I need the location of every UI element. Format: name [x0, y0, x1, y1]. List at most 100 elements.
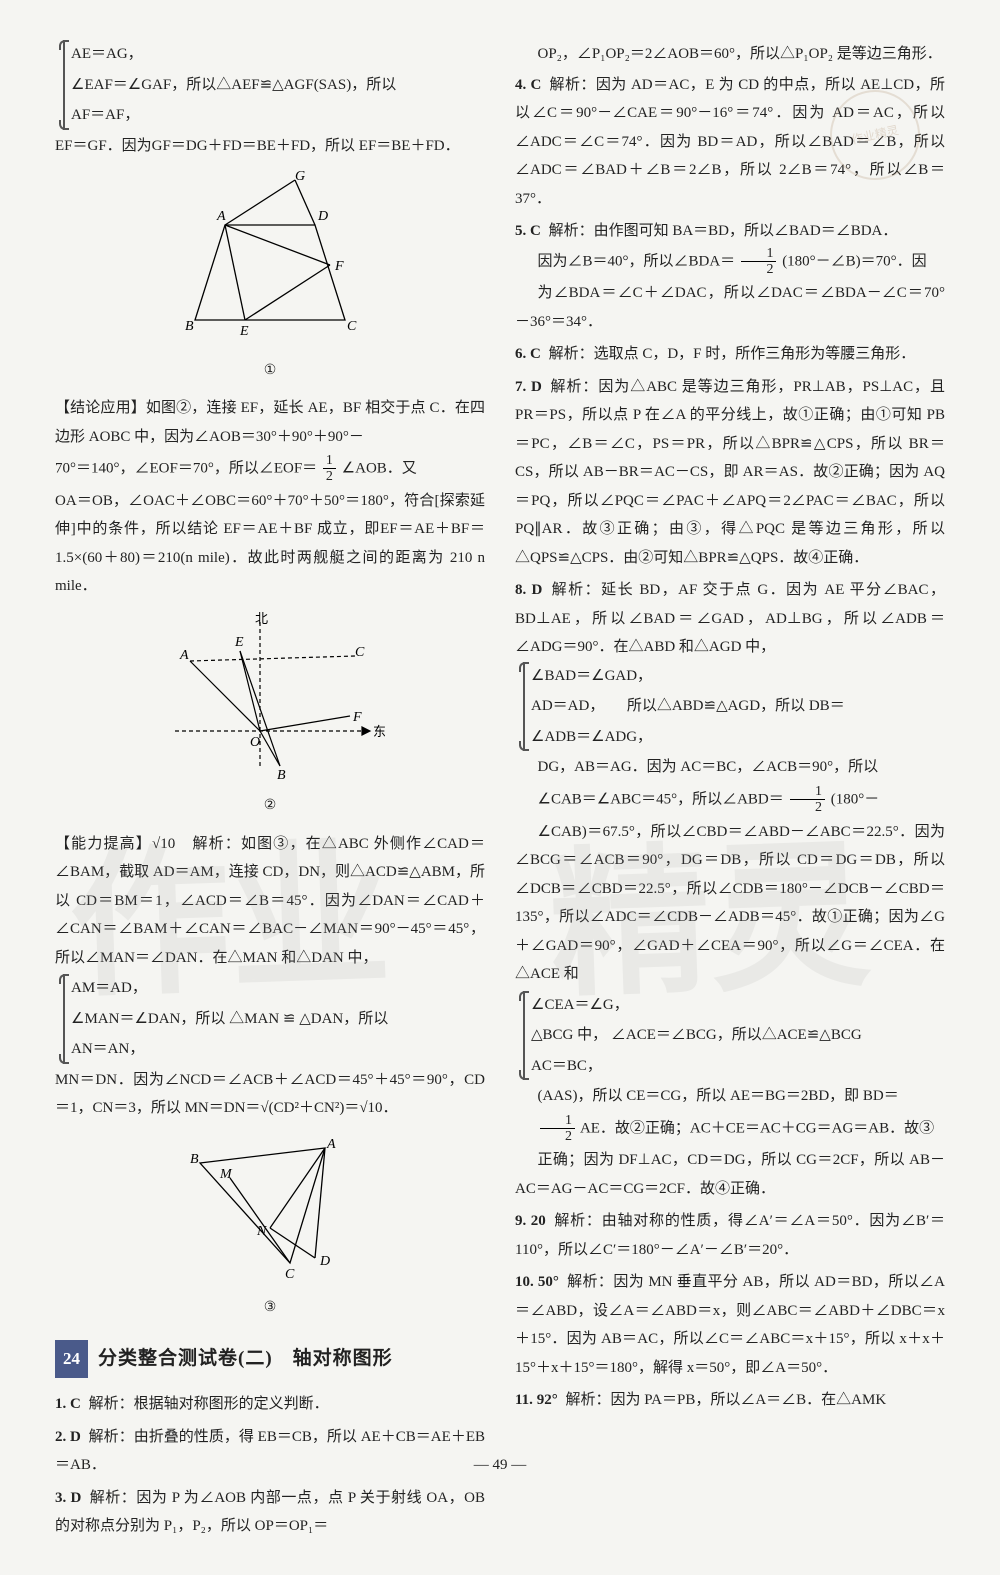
item-line: 12 AE．故②正确；AC＋CE＝AC＋CG＝AG＝AB．故③ [515, 1113, 945, 1145]
answer-item-10: 10. 50° 解析：因为 MN 垂直平分 AB，所以 AD＝BD，所以∠A＝∠… [515, 1268, 945, 1382]
answer-item-7: 7. D 解析：因为△ABC 是等边三角形，PR⊥AB，PS⊥AC，且 PR＝P… [515, 373, 945, 573]
item-text: 解析：延长 BD，AF 交于点 G．因为 AE 平分∠BAC，BD⊥AE，所以∠… [515, 582, 945, 655]
answer-item-6: 6. C 解析：选取点 C，D，F 时，所作三角形为等腰三角形． [515, 340, 945, 369]
item-number: 7. [515, 379, 526, 395]
svg-text:A: A [326, 1137, 336, 1152]
eq-line: AM＝AD， [71, 974, 485, 1003]
svg-text:F: F [334, 259, 344, 274]
item-answer: C [70, 1396, 81, 1412]
item-number: 10. [515, 1274, 534, 1290]
figure-3-label: ③ [55, 1295, 485, 1322]
text: (180°－ [831, 791, 880, 807]
svg-text:B: B [190, 1152, 199, 1167]
fraction-half: 12 [741, 246, 777, 278]
figure-2-svg: 北 东 AE CF OB [155, 611, 385, 781]
text: 因为∠B＝40°，所以∠BDA＝ [538, 253, 736, 269]
item-number: 2. [55, 1429, 66, 1445]
item-line: 因为∠B＝40°，所以∠BDA＝ 12 (180°－∠B)＝70°．因 [515, 246, 945, 278]
eq-line: AN＝AN， [71, 1035, 485, 1064]
paragraph: OA＝OB，∠OAC＋∠OBC＝60°＋70°＋50°＝180°，符合[探索延伸… [55, 487, 485, 601]
paragraph: 70°＝140°，∠EOF＝70°，所以∠EOF＝ 12 ∠AOB．又 [55, 453, 485, 485]
item-answer: 20 [531, 1213, 546, 1229]
brace-group-2: AM＝AD， ∠MAN＝∠DAN，所以 △MAN ≌ △DAN，所以 AN＝AN… [63, 974, 485, 1064]
eq-line: AD＝AD， 所以△ABD≌△AGD，所以 DB＝ [531, 692, 945, 721]
right-column: OP₂，∠P₁OP₂＝2∠AOB＝60°，所以△P₁OP₂ 是等边三角形． 4.… [515, 40, 945, 1545]
eq-line: AC＝BC， [531, 1052, 945, 1081]
eq-line: ∠EAF＝∠GAF，所以△AEF≌△AGF(SAS)，所以 [71, 71, 485, 100]
svg-text:C: C [347, 319, 357, 334]
item-answer: D [70, 1429, 81, 1445]
answer-item-1: 1. C 解析：根据轴对称图形的定义判断． [55, 1390, 485, 1419]
item-text: 解析：因为△ABC 是等边三角形，PR⊥AB，PS⊥AC，且 PR＝PS，所以点… [515, 379, 945, 566]
answer-item-9: 9. 20 解析：由轴对称的性质，得∠A′＝∠A＝50°．因为∠B′＝110°，… [515, 1207, 945, 1264]
answer-item-11: 11. 92° 解析：因为 PA＝PB，所以∠A＝∠B．在△AMK [515, 1386, 945, 1415]
figure-1: AD G BC EF ① [55, 170, 485, 384]
svg-text:A: A [179, 648, 189, 663]
paragraph: 【能力提高】√10 解析：如图③，在△ABC 外侧作∠CAD＝∠BAM，截取 A… [55, 830, 485, 973]
svg-text:M: M [219, 1167, 233, 1182]
eq-line: ∠BAD＝∠GAD， [531, 662, 945, 691]
item-number: 1. [55, 1396, 66, 1412]
item-text: 解析：根据轴对称图形的定义判断． [89, 1396, 329, 1412]
svg-text:C: C [355, 645, 365, 660]
answer-item-8: 8. D 解析：延长 BD，AF 交于点 G．因为 AE 平分∠BAC，BD⊥A… [515, 576, 945, 1203]
text: 70°＝140°，∠EOF＝70°，所以∠EOF＝ [55, 460, 317, 476]
eq-line: AF＝AF， [71, 101, 485, 130]
item-text: 解析：因为 MN 垂直平分 AB，所以 AD＝BD，所以∠A＝∠ABD，设∠A＝… [515, 1274, 945, 1376]
text: ∠CAB＝∠ABC＝45°，所以∠ABD＝ [538, 791, 784, 807]
figure-2: 北 东 AE CF OB ② [55, 611, 485, 820]
section-header: 24 分类整合测试卷(二) 轴对称图形 [55, 1340, 485, 1378]
svg-text:B: B [277, 768, 286, 781]
eq-line: ∠CEA＝∠G， [531, 991, 945, 1020]
item-text: 解析：因为 PA＝PB，所以∠A＝∠B．在△AMK [565, 1392, 886, 1408]
left-column: AE＝AG， ∠EAF＝∠GAF，所以△AEF≌△AGF(SAS)，所以 AF＝… [55, 40, 485, 1545]
item-line: ∠CAB＝∠ABC＝45°，所以∠ABD＝ 12 (180°－ [515, 784, 945, 816]
item-answer: 50° [538, 1274, 559, 1290]
item-line: ∠CAB)＝67.5°，所以∠CBD＝∠ABD－∠ABC＝22.5°．因为∠BC… [515, 818, 945, 989]
item-number: 9. [515, 1213, 526, 1229]
eq-line: AE＝AG， [71, 40, 485, 69]
svg-text:C: C [285, 1267, 295, 1282]
paragraph: OP₂，∠P₁OP₂＝2∠AOB＝60°，所以△P₁OP₂ 是等边三角形． [515, 40, 945, 69]
figure-3-svg: B A C D M N [175, 1133, 365, 1283]
item-answer: C [530, 223, 541, 239]
brace-group-3: ∠BAD＝∠GAD， AD＝AD， 所以△ABD≌△AGD，所以 DB＝ ∠AD… [523, 662, 945, 752]
item-answer: C [530, 346, 541, 362]
item-answer: D [531, 379, 542, 395]
item-line: (AAS)，所以 CE＝CG，所以 AE＝BG＝2BD，即 BD＝ [515, 1082, 945, 1111]
answer-item-3: 3. D 解析：因为 P 为∠AOB 内部一点，点 P 关于射线 OA，OB 的… [55, 1484, 485, 1541]
svg-text:F: F [352, 710, 362, 725]
figure-3: B A C D M N ③ [55, 1133, 485, 1322]
item-answer: D [71, 1490, 82, 1506]
paragraph: 【结论应用】如图②，连接 EF，延长 AE，BF 相交于点 C．在四边形 AOB… [55, 394, 485, 451]
svg-text:北: 北 [255, 611, 268, 626]
item-number: 11. [515, 1392, 533, 1408]
paragraph: MN＝DN．因为∠NCD＝∠ACB＋∠ACD＝45°＋45°＝90°，CD＝1，… [55, 1066, 485, 1123]
fraction-half: 12 [540, 1113, 576, 1145]
svg-text:B: B [185, 319, 194, 334]
brace-group-1: AE＝AG， ∠EAF＝∠GAF，所以△AEF≌△AGF(SAS)，所以 AF＝… [63, 40, 485, 130]
item-number: 6. [515, 346, 526, 362]
svg-text:O: O [250, 735, 260, 750]
eq-line: ∠MAN＝∠DAN，所以 △MAN ≌ △DAN，所以 [71, 1005, 485, 1034]
item-text: 解析：由作图可知 BA＝BD，所以∠BAD＝∠BDA． [549, 223, 898, 239]
svg-text:A: A [216, 209, 226, 224]
item-answer: 92° [537, 1392, 558, 1408]
item-answer: C [530, 77, 541, 93]
item-number: 4. [515, 77, 526, 93]
item-line: DG，AB＝AG．因为 AC＝BC，∠ACB＝90°，所以 [515, 753, 945, 782]
eq-line: △BCG 中， ∠ACE＝∠BCG，所以△ACE≌△BCG [531, 1021, 945, 1050]
item-text: 解析：由轴对称的性质，得∠A′＝∠A＝50°．因为∠B′＝110°，所以∠C′＝… [515, 1213, 945, 1258]
svg-text:N: N [256, 1224, 267, 1239]
item-text: 解析：选取点 C，D，F 时，所作三角形为等腰三角形． [549, 346, 916, 362]
svg-text:D: D [319, 1254, 330, 1269]
text: (180°－∠B)＝70°．因 [782, 253, 927, 269]
text: AE．故②正确；AC＋CE＝AC＋CG＝AG＝AB．故③ [580, 1120, 934, 1136]
figure-1-svg: AD G BC EF [165, 170, 375, 345]
fraction-half: 12 [323, 453, 336, 485]
svg-text:东: 东 [373, 724, 385, 739]
section-number: 24 [55, 1340, 88, 1378]
item-answer: D [532, 582, 543, 598]
figure-1-label: ① [55, 358, 485, 385]
page-content: AE＝AG， ∠EAF＝∠GAF，所以△AEF≌△AGF(SAS)，所以 AF＝… [0, 0, 1000, 1575]
